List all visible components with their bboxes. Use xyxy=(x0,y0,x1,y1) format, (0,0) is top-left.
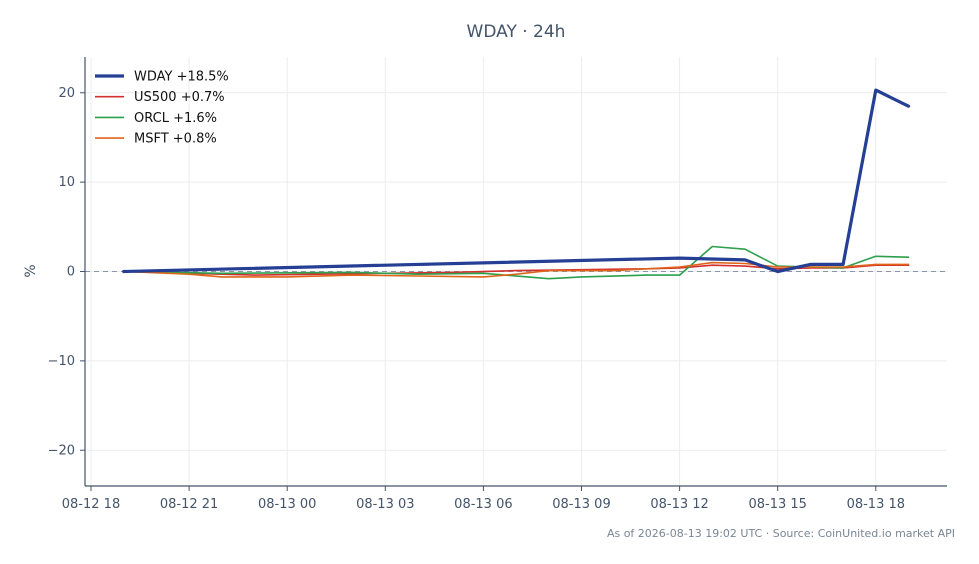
y-tick-label: −20 xyxy=(48,443,75,458)
series-layer xyxy=(122,88,911,280)
y-tick-label: 20 xyxy=(58,86,75,101)
x-tick-label: 08-13 06 xyxy=(454,497,512,512)
x-tick-label: 08-13 00 xyxy=(258,497,316,512)
legend-label-msft: MSFT +0.8% xyxy=(134,132,217,147)
x-tick-label: 08-13 12 xyxy=(650,497,708,512)
x-tick-label: 08-12 18 xyxy=(62,497,120,512)
x-tick-label: 08-13 15 xyxy=(748,497,806,512)
y-tick-label: 0 xyxy=(67,265,75,280)
footer-note: As of 2026-08-13 19:02 UTC · Source: Coi… xyxy=(607,527,955,540)
y-axis-label: % xyxy=(23,264,39,277)
legend-label-orcl: ORCL +1.6% xyxy=(134,111,217,126)
series-line-wday xyxy=(122,88,911,274)
series-line-msft xyxy=(122,261,910,278)
x-tick-label: 08-13 03 xyxy=(356,497,414,512)
x-tick-label: 08-12 21 xyxy=(160,497,218,512)
legend-label-wday: WDAY +18.5% xyxy=(134,70,229,85)
y-tick-label: 10 xyxy=(58,175,75,190)
legend: WDAY +18.5% US500 +0.7% ORCL +1.6% MSFT +0.… xyxy=(95,70,229,147)
chart-title: WDAY · 24h xyxy=(467,22,566,42)
x-tick-label: 08-13 18 xyxy=(847,497,905,512)
axes: 20 10 0 −10 −20 08-12 18 08-12 21 08-13 00 08-13… xyxy=(48,57,947,512)
legend-label-us500: US500 +0.7% xyxy=(134,90,225,105)
x-tick-label: 08-13 09 xyxy=(552,497,610,512)
y-tick-label: −10 xyxy=(48,354,75,369)
